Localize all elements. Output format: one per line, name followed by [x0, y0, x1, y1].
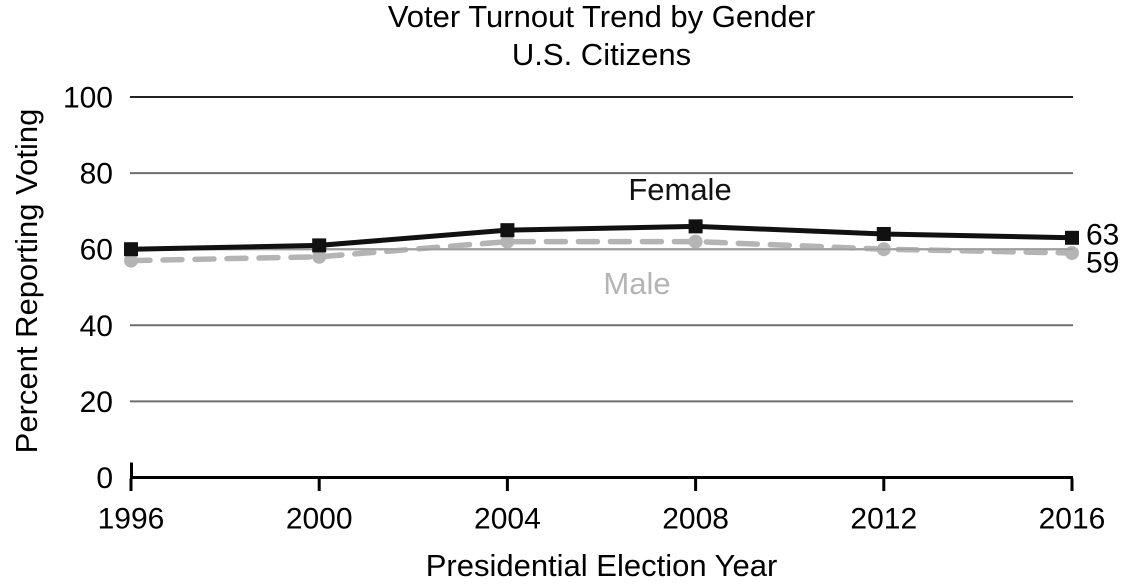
y-tick-label-20: 20 — [80, 386, 113, 419]
x-tick-label-2016: 2016 — [1039, 503, 1106, 536]
end-value-label-female: 63 — [1086, 218, 1119, 251]
chart-title: Voter Turnout Trend by Gender — [387, 0, 816, 34]
y-tick-label-0: 0 — [96, 462, 113, 495]
series-label-male: Male — [603, 266, 670, 301]
x-tick-label-2004: 2004 — [474, 503, 541, 536]
x-axis-title: Presidential Election Year — [425, 548, 778, 583]
female-marker-2016 — [1065, 230, 1079, 245]
female-marker-1996 — [124, 242, 138, 257]
y-tick-label-40: 40 — [80, 310, 113, 343]
female-marker-2008 — [688, 219, 703, 234]
series-label-female: Female — [628, 172, 731, 207]
x-tick-label-2012: 2012 — [850, 503, 917, 536]
end-value-label-male: 59 — [1086, 247, 1119, 280]
x-tick-label-2000: 2000 — [286, 503, 353, 536]
y-tick-label-60: 60 — [80, 234, 113, 267]
female-line — [130, 223, 1073, 252]
x-tick-label-2008: 2008 — [662, 503, 729, 536]
chart-subtitle: U.S. Citizens — [511, 37, 692, 72]
male-marker-2016 — [1065, 246, 1079, 261]
y-axis-title-text: Percent Reporting Voting — [9, 108, 44, 454]
y-tick-label-100: 100 — [63, 82, 113, 115]
male-marker-2000 — [312, 249, 327, 264]
male-marker-1996 — [124, 253, 138, 268]
male-marker-2008 — [688, 234, 703, 249]
female-marker-2012 — [876, 226, 891, 241]
female-marker-2004 — [500, 223, 515, 238]
y-tick-label-80: 80 — [80, 158, 113, 191]
female-marker-2000 — [312, 238, 327, 253]
x-tick-label-1996: 1996 — [98, 503, 165, 536]
male-marker-2004 — [500, 234, 515, 249]
